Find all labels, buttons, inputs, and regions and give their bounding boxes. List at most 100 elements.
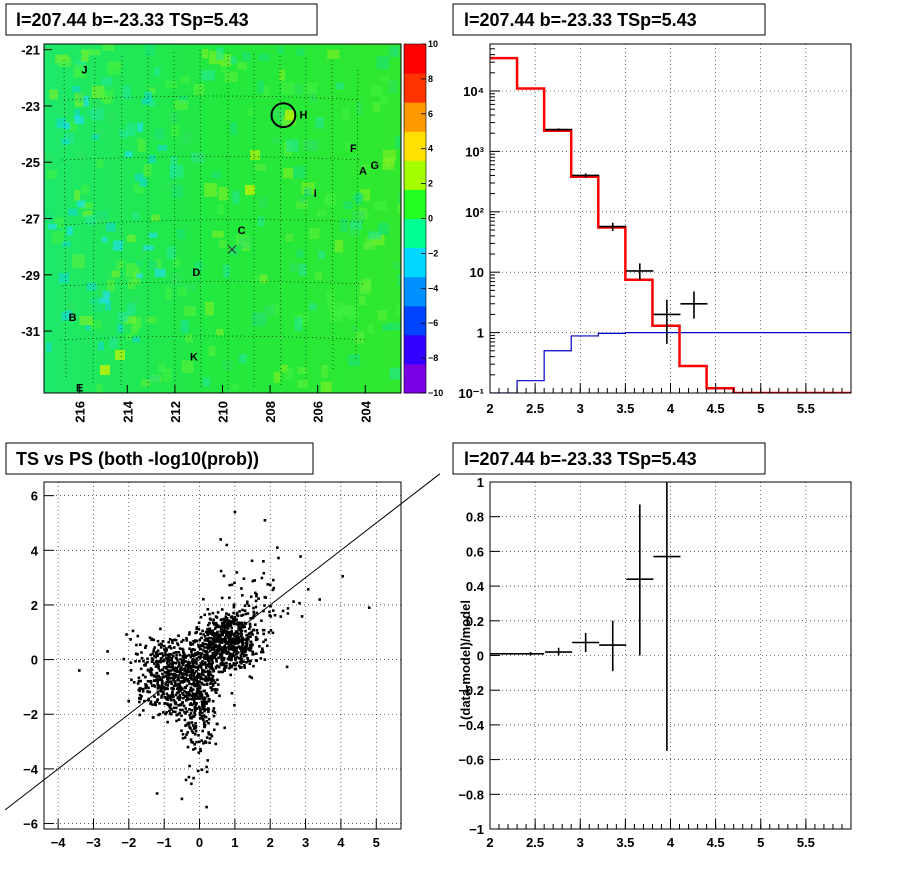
- ts-vs-ps-point: [231, 653, 234, 656]
- ts-vs-ps-point: [160, 685, 164, 688]
- ts-vs-ps-point: [164, 712, 167, 716]
- ts-vs-ps-point: [187, 775, 191, 779]
- ts-vs-ps-point: [187, 633, 191, 636]
- ts-vs-ps-point: [243, 664, 246, 667]
- ts-vs-ps-point: [189, 693, 192, 696]
- ts-vs-ps-point: [234, 658, 237, 662]
- skymap-pixel: [297, 367, 308, 375]
- ts-vs-ps-point: [158, 652, 162, 656]
- ts-vs-ps-point: [159, 627, 162, 631]
- residuals-data-point: [572, 632, 600, 653]
- skymap-pixel: [208, 346, 216, 357]
- skymap-pixel: [117, 312, 129, 322]
- ts-vs-ps-point: [254, 623, 257, 626]
- ts-vs-ps-point: [245, 641, 249, 644]
- ts-vs-ps-point: [253, 579, 256, 582]
- ts-vs-ps-point: [197, 645, 201, 648]
- spectrum-y-tick-label: 10²: [465, 205, 484, 220]
- ts-vs-ps-point: [207, 636, 210, 640]
- ts-vs-ps-point: [245, 661, 248, 664]
- residuals-y-tick-label: 0: [477, 649, 484, 664]
- ts-vs-ps-point: [184, 778, 188, 782]
- skymap-pixel: [334, 239, 344, 253]
- ts-vs-ps-point: [168, 652, 172, 656]
- ts-vs-ps-point: [206, 655, 209, 659]
- ts-vs-ps-point: [198, 672, 201, 676]
- skymap-pixel: [109, 62, 123, 70]
- ts-vs-ps-point: [178, 682, 181, 686]
- ts-vs-ps-point: [243, 604, 247, 607]
- skymap-pixel: [79, 315, 93, 326]
- skymap-pixel: [258, 53, 270, 61]
- ts-vs-ps-point: [205, 700, 208, 704]
- ts-vs-ps-point: [208, 698, 211, 701]
- ts-vs-ps-point: [182, 704, 186, 708]
- ts-vs-ps-point: [261, 647, 264, 650]
- skymap-pixel: [389, 367, 401, 380]
- skymap-pixel: [238, 353, 247, 364]
- ts-vs-ps-point: [211, 682, 215, 686]
- ts-vs-ps-point: [141, 690, 145, 693]
- ts-vs-ps-point: [147, 698, 150, 702]
- skymap-pixel: [99, 298, 110, 304]
- ts-vs-ps-point: [194, 653, 198, 656]
- ts-vs-ps-point: [229, 673, 232, 677]
- ts-vs-ps-point: [199, 653, 203, 657]
- ts-vs-ps-point: [240, 621, 243, 625]
- colorbar-segment: [404, 334, 426, 365]
- ts-vs-ps-diagonal-line: [4, 473, 441, 811]
- ts-vs-ps-point: [218, 638, 221, 641]
- ts-vs-ps-point: [237, 621, 241, 624]
- ts-vs-ps-point: [189, 727, 192, 730]
- spectrum-x-tick-label: 5: [757, 401, 764, 416]
- skymap-pixel: [49, 89, 58, 100]
- residuals-y-tick-label: 0.4: [466, 579, 485, 594]
- skymap-pixel: [273, 371, 281, 383]
- ts-vs-ps-title-box: TS vs PS (both -log10(prob)): [5, 442, 314, 475]
- ts-vs-ps-x-tick-label: −2: [121, 835, 136, 850]
- spectrum-x-tick-label: 5.5: [797, 401, 815, 416]
- skymap-pixel: [68, 208, 78, 216]
- ts-vs-ps-point: [194, 683, 198, 686]
- ts-vs-ps-point: [173, 672, 176, 676]
- ts-vs-ps-point: [219, 569, 223, 573]
- ts-vs-ps-point: [202, 597, 205, 601]
- ts-vs-ps-point: [260, 576, 264, 580]
- skymap-x-tick-label: 214: [120, 400, 135, 422]
- ts-vs-ps-point: [248, 648, 251, 651]
- ts-vs-ps-point: [169, 706, 172, 709]
- skymap-pixel: [330, 310, 343, 322]
- residuals-data-point: [517, 652, 545, 656]
- ts-vs-ps-point: [144, 686, 147, 690]
- ts-vs-ps-point: [204, 657, 208, 661]
- ts-vs-ps-point: [235, 618, 238, 621]
- ts-vs-ps-point: [235, 611, 239, 615]
- ts-vs-ps-point: [213, 711, 217, 714]
- skymap-pixel: [281, 364, 288, 373]
- ts-vs-ps-point: [230, 583, 234, 587]
- ts-vs-ps-point: [195, 702, 198, 705]
- ts-vs-ps-point: [201, 711, 204, 715]
- ts-vs-ps-point: [185, 674, 189, 677]
- skymap-pixel: [393, 261, 401, 270]
- ts-vs-ps-point: [182, 638, 185, 642]
- ts-vs-ps-point: [172, 687, 175, 691]
- ts-vs-ps-point: [235, 637, 238, 641]
- ts-vs-ps-point: [203, 635, 207, 638]
- ts-vs-ps-point: [195, 697, 199, 700]
- ts-vs-ps-point: [202, 721, 206, 725]
- skymap-pixel: [247, 108, 254, 117]
- ts-vs-ps-point: [155, 792, 159, 795]
- ts-vs-ps-point: [226, 633, 230, 636]
- skymap-pixel: [102, 290, 111, 299]
- skymap-pixel: [143, 164, 152, 177]
- ts-vs-ps-point: [243, 625, 246, 628]
- ts-vs-ps-point: [233, 618, 236, 621]
- ts-vs-ps-point: [150, 673, 154, 677]
- skymap-pixel: [297, 313, 309, 325]
- ts-vs-ps-point: [169, 698, 173, 702]
- ts-vs-ps-point: [220, 624, 224, 628]
- ts-vs-ps-point: [232, 650, 236, 654]
- ts-vs-ps-point: [249, 625, 252, 628]
- ts-vs-ps-point: [222, 574, 226, 578]
